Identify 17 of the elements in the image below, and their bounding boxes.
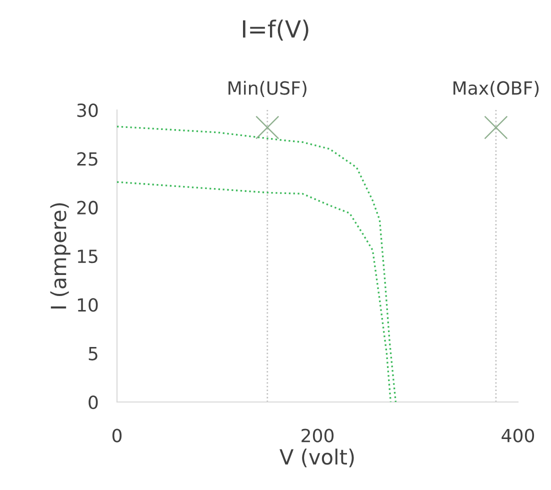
x-tick-label: 200 (302, 428, 334, 442)
line-series (117, 126, 397, 402)
y-tick-label: 5 (88, 347, 98, 360)
y-axis-title: I (ampere) (50, 203, 70, 308)
x-axis-title: V (volt) (280, 448, 354, 468)
chart-title: I=f(V) (243, 20, 308, 41)
ref-line-label: Min(USF) (228, 80, 306, 97)
y-tick-label: 15 (78, 250, 98, 264)
x-tick-label: 0 (112, 428, 122, 442)
y-tick-label: 10 (78, 298, 98, 312)
y-tick-label: 20 (77, 200, 98, 214)
y-tick-label: 30 (77, 103, 98, 118)
ref-line-label: Max(OBF) (454, 80, 539, 97)
x-tick-label: 400 (502, 428, 534, 442)
line-series (117, 181, 392, 402)
y-tick-label: 25 (77, 152, 98, 166)
y-tick-label: 0 (88, 395, 98, 410)
